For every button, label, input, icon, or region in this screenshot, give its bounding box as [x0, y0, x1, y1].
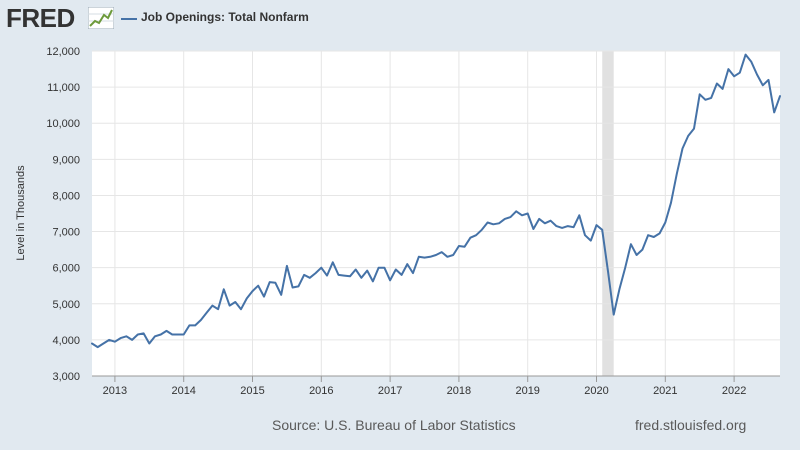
y-tick-label: 9,000 [52, 154, 80, 166]
chart-header: FRED Job Openings: Total Nonfarm [0, 0, 800, 40]
y-tick-label: 7,000 [52, 227, 80, 239]
y-axis-label: Level in Thousands [15, 165, 27, 261]
legend-series-label: Job Openings: Total Nonfarm [141, 10, 309, 24]
x-tick-label: 2017 [378, 385, 402, 397]
x-tick-label: 2018 [447, 385, 471, 397]
fred-logo: FRED [6, 3, 75, 33]
y-tick-label: 4,000 [52, 335, 80, 347]
y-tick-label: 12,000 [46, 46, 80, 58]
x-tick-label: 2015 [240, 385, 264, 397]
source-note: Source: U.S. Bureau of Labor Statistics [272, 417, 516, 433]
source-url[interactable]: fred.stlouisfed.org [635, 417, 747, 433]
x-tick-label: 2019 [515, 385, 539, 397]
x-tick-label: 2016 [309, 385, 333, 397]
y-tick-label: 10,000 [46, 118, 80, 130]
y-tick-label: 8,000 [52, 190, 80, 202]
legend-swatch [121, 18, 137, 20]
x-tick-label: 2022 [722, 385, 746, 397]
x-tick-label: 2014 [171, 385, 195, 397]
y-tick-label: 5,000 [52, 299, 80, 311]
x-tick-label: 2013 [103, 385, 127, 397]
fred-logo-graph-icon [88, 7, 114, 29]
series-line [91, 53, 781, 349]
y-tick-label: 6,000 [52, 263, 80, 275]
x-tick-label: 2020 [584, 385, 608, 397]
recession-shading [602, 51, 614, 376]
y-tick-label: 3,000 [52, 371, 80, 383]
x-tick-label: 2021 [653, 385, 677, 397]
plot-area [92, 51, 780, 376]
y-tick-label: 11,000 [47, 82, 80, 94]
